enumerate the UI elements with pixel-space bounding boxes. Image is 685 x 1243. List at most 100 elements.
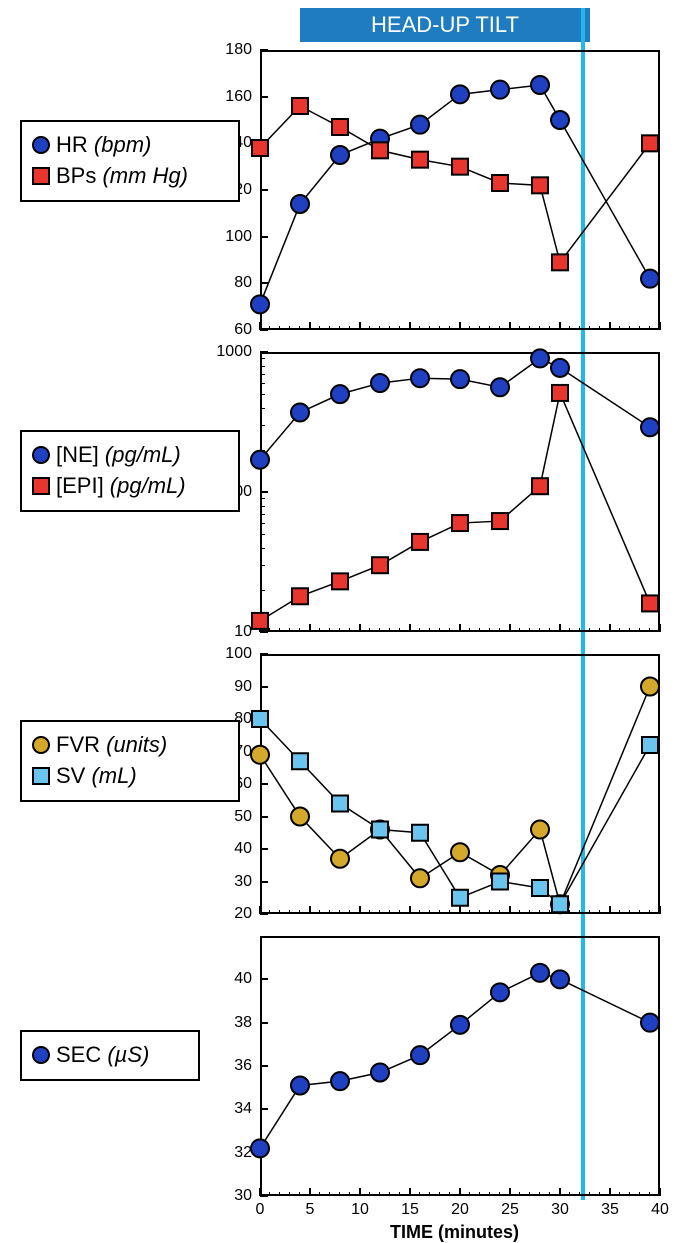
ytick bbox=[260, 816, 268, 818]
ytick-minor bbox=[260, 534, 265, 535]
xtick bbox=[459, 1188, 461, 1196]
xtick-minor bbox=[469, 628, 470, 632]
xtick-minor bbox=[599, 628, 600, 632]
xtick bbox=[509, 906, 511, 914]
xtick-minor bbox=[519, 910, 520, 914]
xtick bbox=[409, 1188, 411, 1196]
ytick bbox=[260, 1152, 268, 1154]
xtick-minor bbox=[279, 910, 280, 914]
xtick-minor bbox=[549, 628, 550, 632]
xtick-minor bbox=[599, 326, 600, 330]
ytick bbox=[260, 96, 268, 98]
xtick bbox=[459, 322, 461, 330]
xtick-minor bbox=[629, 326, 630, 330]
ytick bbox=[260, 718, 268, 720]
ytick-label: 40 bbox=[234, 841, 252, 857]
ytick-minor bbox=[260, 425, 265, 426]
xtick-minor bbox=[639, 628, 640, 632]
xtick bbox=[259, 624, 261, 632]
xtick-minor bbox=[439, 1192, 440, 1196]
xtick-minor bbox=[379, 326, 380, 330]
ytick-label: 10 bbox=[234, 624, 252, 640]
ytick-minor bbox=[260, 383, 265, 384]
xtick-minor bbox=[499, 326, 500, 330]
xtick-minor bbox=[649, 910, 650, 914]
ytick bbox=[260, 49, 268, 51]
xtick-label: 5 bbox=[300, 1202, 320, 1218]
xtick-minor bbox=[419, 1192, 420, 1196]
xtick-minor bbox=[579, 628, 580, 632]
xtick-minor bbox=[529, 910, 530, 914]
ytick bbox=[260, 142, 268, 144]
xtick-minor bbox=[339, 910, 340, 914]
xtick bbox=[359, 624, 361, 632]
legend-item: BPs (mm Hg) bbox=[32, 161, 228, 192]
ytick-minor bbox=[260, 366, 265, 367]
ytick-label: 80 bbox=[234, 275, 252, 291]
ytick-label: 34 bbox=[234, 1101, 252, 1117]
xtick-minor bbox=[389, 326, 390, 330]
xtick-minor bbox=[419, 628, 420, 632]
ytick bbox=[260, 783, 268, 785]
legend-item: SEC (µS) bbox=[32, 1040, 188, 1071]
xtick bbox=[509, 624, 511, 632]
ytick bbox=[260, 491, 268, 493]
xtick-minor bbox=[299, 1192, 300, 1196]
xtick-minor bbox=[539, 910, 540, 914]
xtick-minor bbox=[389, 910, 390, 914]
xtick-minor bbox=[469, 326, 470, 330]
xtick-minor bbox=[589, 910, 590, 914]
legend-p3: FVR (units)SV (mL) bbox=[20, 720, 240, 802]
ytick bbox=[260, 351, 268, 353]
xtick-minor bbox=[589, 326, 590, 330]
xtick-minor bbox=[579, 1192, 580, 1196]
ytick-minor bbox=[260, 450, 265, 451]
ytick-label: 40 bbox=[234, 971, 252, 987]
legend-circle-icon bbox=[32, 446, 50, 464]
xtick-minor bbox=[539, 326, 540, 330]
xtick-minor bbox=[539, 628, 540, 632]
xtick-minor bbox=[399, 1192, 400, 1196]
xtick-label: 25 bbox=[500, 1202, 520, 1218]
xtick bbox=[259, 322, 261, 330]
legend-label: BPs (mm Hg) bbox=[56, 161, 188, 192]
ytick-label: 38 bbox=[234, 1015, 252, 1031]
xtick-minor bbox=[399, 910, 400, 914]
xtick-minor bbox=[649, 326, 650, 330]
xtick bbox=[609, 1188, 611, 1196]
ytick-minor bbox=[260, 590, 265, 591]
xtick-minor bbox=[449, 910, 450, 914]
xtick-minor bbox=[449, 1192, 450, 1196]
xtick-minor bbox=[549, 910, 550, 914]
panel-p1 bbox=[260, 50, 660, 330]
xtick-label: 10 bbox=[350, 1202, 370, 1218]
xtick-minor bbox=[319, 628, 320, 632]
xtick-minor bbox=[539, 1192, 540, 1196]
xtick bbox=[409, 906, 411, 914]
xtick bbox=[259, 1188, 261, 1196]
xtick-minor bbox=[489, 1192, 490, 1196]
ytick-label: 1000 bbox=[216, 344, 252, 360]
xtick-minor bbox=[469, 910, 470, 914]
xtick-minor bbox=[569, 628, 570, 632]
xtick-minor bbox=[319, 1192, 320, 1196]
xtick-minor bbox=[299, 326, 300, 330]
xtick-minor bbox=[399, 628, 400, 632]
xtick-minor bbox=[499, 910, 500, 914]
xtick-minor bbox=[649, 1192, 650, 1196]
head-up-tilt-banner: HEAD-UP TILT bbox=[300, 8, 590, 42]
ytick-label: 36 bbox=[234, 1058, 252, 1074]
xtick-minor bbox=[549, 326, 550, 330]
xtick-minor bbox=[389, 1192, 390, 1196]
legend-item: [NE] (pg/mL) bbox=[32, 440, 228, 471]
legend-square-icon bbox=[32, 767, 50, 785]
xtick-minor bbox=[599, 1192, 600, 1196]
ytick bbox=[260, 653, 268, 655]
xtick-label: 20 bbox=[450, 1202, 470, 1218]
xtick-minor bbox=[379, 1192, 380, 1196]
xtick bbox=[659, 322, 661, 330]
xtick-minor bbox=[619, 628, 620, 632]
xtick bbox=[359, 906, 361, 914]
xtick bbox=[609, 624, 611, 632]
panel-p2 bbox=[260, 352, 660, 632]
